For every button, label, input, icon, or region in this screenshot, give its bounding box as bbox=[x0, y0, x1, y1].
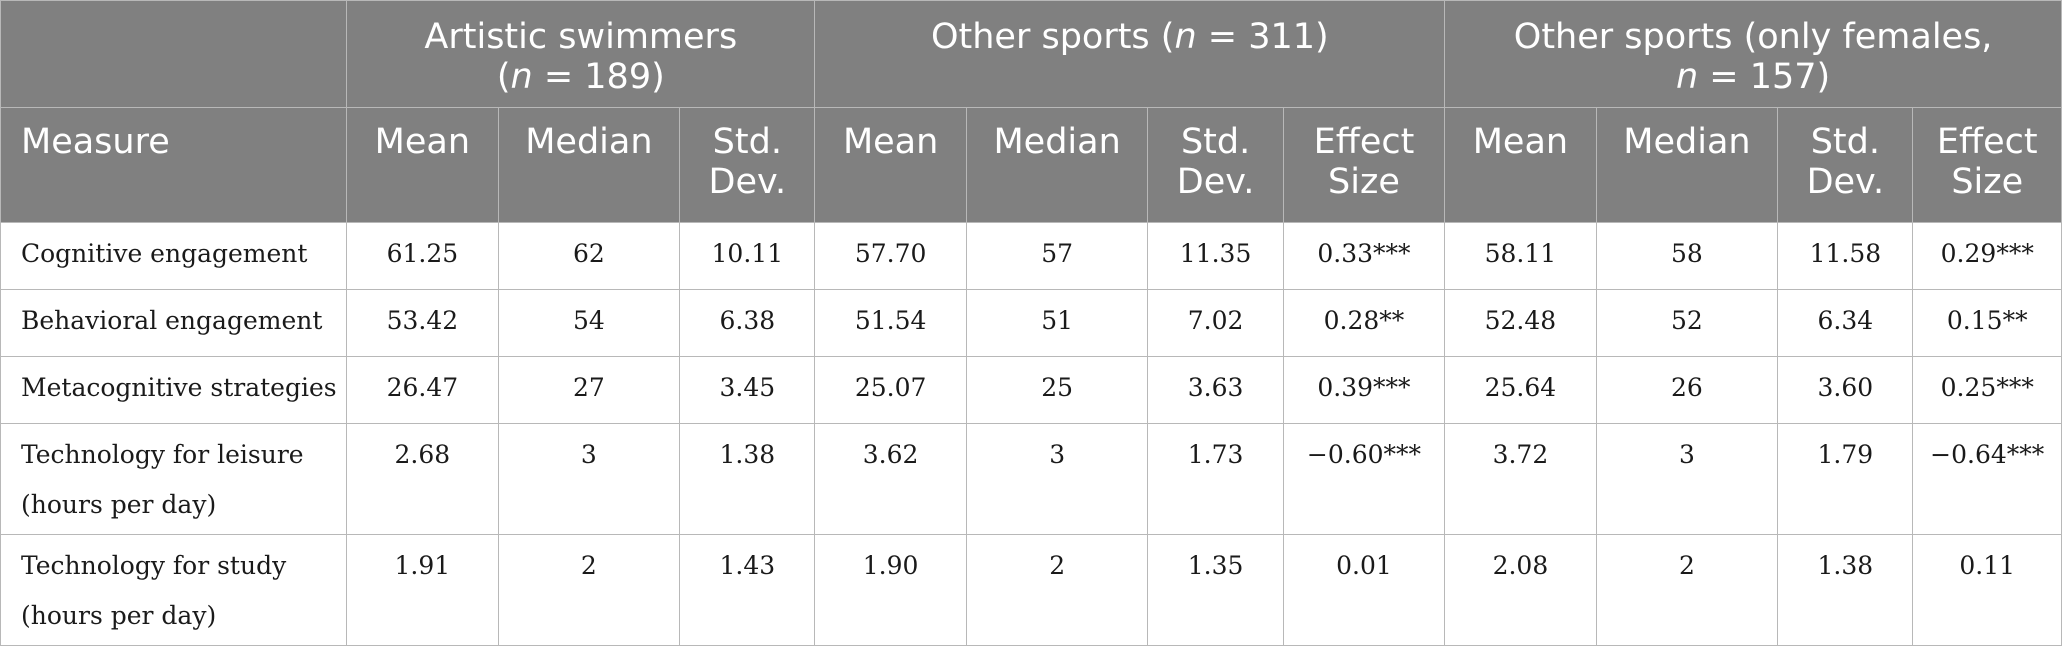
value-cell: 26.47 bbox=[346, 356, 499, 424]
value-cell: 25.64 bbox=[1444, 356, 1597, 424]
column-header-std-dev: Std. Dev. bbox=[1777, 107, 1914, 223]
table-row: Behavioral engagement 53.42 54 6.38 51.5… bbox=[0, 289, 2062, 357]
value-cell: 0.15** bbox=[1912, 289, 2062, 357]
value-cell: 27 bbox=[497, 356, 681, 424]
value-cell: 2.68 bbox=[346, 423, 499, 535]
value-cell: 58.11 bbox=[1444, 222, 1597, 290]
column-header-mean: Mean bbox=[1444, 107, 1597, 223]
value-cell: 57 bbox=[965, 222, 1149, 290]
column-header-mean: Mean bbox=[814, 107, 967, 223]
column-header-std-dev: Std. Dev. bbox=[679, 107, 816, 223]
column-header-effect-size: Effect Size bbox=[1912, 107, 2062, 223]
value-cell: 0.28** bbox=[1282, 289, 1446, 357]
value-cell: 2 bbox=[965, 534, 1149, 646]
column-header-median: Median bbox=[497, 107, 681, 223]
value-cell: 57.70 bbox=[814, 222, 967, 290]
value-cell: 3.60 bbox=[1777, 356, 1914, 424]
value-cell: 0.11 bbox=[1912, 534, 2062, 646]
table-row: Cognitive engagement 61.25 62 10.11 57.7… bbox=[0, 222, 2062, 290]
value-cell: 10.11 bbox=[679, 222, 816, 290]
value-cell: 1.43 bbox=[679, 534, 816, 646]
value-cell: 11.35 bbox=[1147, 222, 1284, 290]
measure-cell: Cognitive engagement bbox=[0, 222, 348, 290]
value-cell: 3.62 bbox=[814, 423, 967, 535]
value-cell: 0.25*** bbox=[1912, 356, 2062, 424]
measure-cell: Technology for study (hours per day) bbox=[0, 534, 348, 646]
value-cell: 0.33*** bbox=[1282, 222, 1446, 290]
value-cell: 54 bbox=[497, 289, 681, 357]
value-cell: 51 bbox=[965, 289, 1149, 357]
table-row: Technology for study (hours per day) 1.91… bbox=[0, 534, 2062, 646]
group-header-empty bbox=[0, 0, 348, 108]
value-cell: −0.64*** bbox=[1912, 423, 2062, 535]
value-cell: 53.42 bbox=[346, 289, 499, 357]
value-cell: 2.08 bbox=[1444, 534, 1597, 646]
value-cell: 1.79 bbox=[1777, 423, 1914, 535]
value-cell: 3 bbox=[1595, 423, 1779, 535]
value-cell: 3.72 bbox=[1444, 423, 1597, 535]
group-header-row: Artistic swimmers (n = 189) Other sports… bbox=[0, 0, 2062, 108]
value-cell: 0.39*** bbox=[1282, 356, 1446, 424]
value-cell: 51.54 bbox=[814, 289, 967, 357]
measure-cell: Metacognitive strategies bbox=[0, 356, 348, 424]
group-header-artistic-swimmers: Artistic swimmers (n = 189) bbox=[346, 0, 816, 108]
value-cell: 58 bbox=[1595, 222, 1779, 290]
value-cell: 0.29*** bbox=[1912, 222, 2062, 290]
value-cell: 1.38 bbox=[1777, 534, 1914, 646]
table-row: Technology for leisure (hours per day) 2.… bbox=[0, 423, 2062, 535]
value-cell: 1.38 bbox=[679, 423, 816, 535]
column-header-measure: Measure bbox=[0, 107, 348, 223]
column-header-median: Median bbox=[1595, 107, 1779, 223]
column-header-std-dev: Std. Dev. bbox=[1147, 107, 1284, 223]
column-header-median: Median bbox=[965, 107, 1149, 223]
table-row: Metacognitive strategies 26.47 27 3.45 2… bbox=[0, 356, 2062, 424]
column-header-mean: Mean bbox=[346, 107, 499, 223]
measure-cell: Behavioral engagement bbox=[0, 289, 348, 357]
value-cell: 0.01 bbox=[1282, 534, 1446, 646]
group-header-other-sports-females: Other sports (only females, n = 157) bbox=[1444, 0, 2062, 108]
value-cell: 3 bbox=[965, 423, 1149, 535]
group-header-other-sports: Other sports (n = 311) bbox=[814, 0, 1446, 108]
value-cell: 62 bbox=[497, 222, 681, 290]
value-cell: 1.90 bbox=[814, 534, 967, 646]
value-cell: 3.63 bbox=[1147, 356, 1284, 424]
value-cell: −0.60*** bbox=[1282, 423, 1446, 535]
value-cell: 26 bbox=[1595, 356, 1779, 424]
value-cell: 3 bbox=[497, 423, 681, 535]
value-cell: 25 bbox=[965, 356, 1149, 424]
value-cell: 1.73 bbox=[1147, 423, 1284, 535]
value-cell: 7.02 bbox=[1147, 289, 1284, 357]
value-cell: 52 bbox=[1595, 289, 1779, 357]
value-cell: 2 bbox=[1595, 534, 1779, 646]
value-cell: 3.45 bbox=[679, 356, 816, 424]
measure-cell: Technology for leisure (hours per day) bbox=[0, 423, 348, 535]
value-cell: 6.38 bbox=[679, 289, 816, 357]
value-cell: 61.25 bbox=[346, 222, 499, 290]
column-header-effect-size: Effect Size bbox=[1282, 107, 1446, 223]
value-cell: 11.58 bbox=[1777, 222, 1914, 290]
value-cell: 6.34 bbox=[1777, 289, 1914, 357]
value-cell: 52.48 bbox=[1444, 289, 1597, 357]
value-cell: 1.35 bbox=[1147, 534, 1284, 646]
value-cell: 2 bbox=[497, 534, 681, 646]
column-header-row: Measure Mean Median Std. Dev. Mean Median… bbox=[0, 107, 2062, 223]
value-cell: 1.91 bbox=[346, 534, 499, 646]
value-cell: 25.07 bbox=[814, 356, 967, 424]
